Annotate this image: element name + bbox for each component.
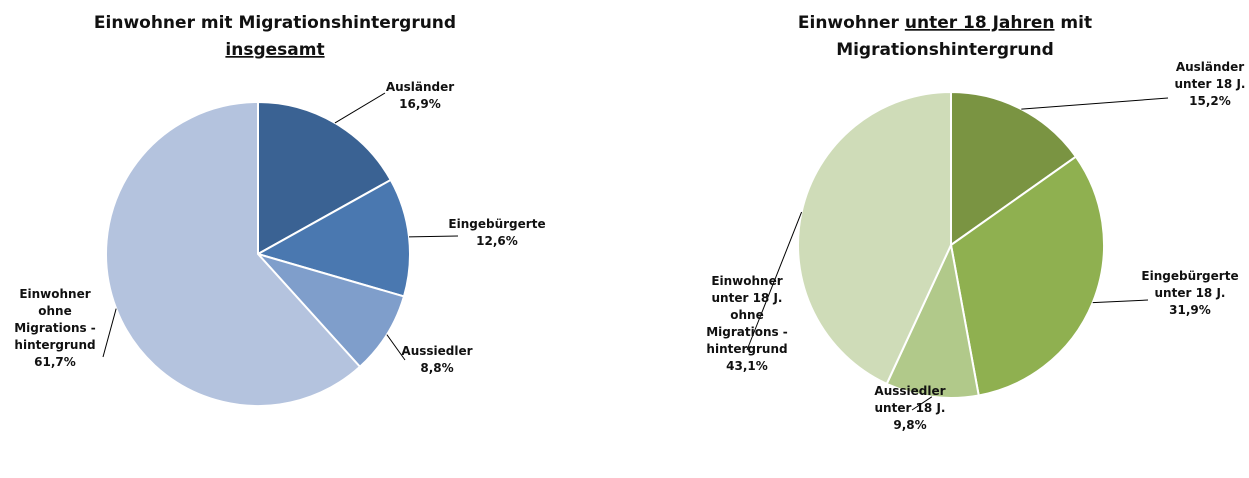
- slice-label: ohne: [730, 308, 763, 322]
- title-part: Einwohner: [798, 13, 905, 33]
- chart-title: Einwohner unter 18 Jahren mit: [798, 13, 1092, 33]
- leader-line: [386, 334, 406, 361]
- slice-label: unter 18 J.: [712, 291, 783, 305]
- leader-line: [1092, 299, 1149, 304]
- leader-line: [334, 92, 386, 124]
- leader-line: [1021, 97, 1169, 110]
- slice-label: Ausländer: [1176, 60, 1244, 74]
- slice-label: Aussiedler: [874, 384, 945, 398]
- slice-label: hintergrund: [706, 342, 787, 356]
- leader-line: [102, 308, 117, 358]
- value-label: 16,9%: [399, 97, 441, 111]
- slice-label: hintergrund: [14, 338, 95, 352]
- pie-slice: [254, 252, 406, 369]
- slice-label: Eingebürgerte: [1141, 269, 1238, 283]
- leader-line: [409, 235, 459, 238]
- leader-line: [911, 396, 933, 411]
- value-label: 12,6%: [476, 234, 518, 248]
- chart-title: insgesamt: [225, 40, 324, 60]
- slice-label: Migrations -: [706, 325, 788, 339]
- slice-label: Eingebürgerte: [448, 217, 545, 231]
- value-label: 9,8%: [893, 418, 926, 432]
- slice-label: ohne: [38, 304, 71, 318]
- value-label: 43,1%: [726, 359, 768, 373]
- title-part: mit: [1055, 13, 1093, 33]
- slice-label: Migrations -: [14, 321, 96, 335]
- value-label: 15,2%: [1189, 94, 1231, 108]
- pie-slice: [105, 100, 362, 407]
- value-label: 8,8%: [420, 361, 453, 375]
- pie-slice: [950, 90, 1078, 247]
- title-part: insgesamt: [225, 40, 324, 60]
- title-part: Einwohner mit Migrationshintergrund: [94, 13, 456, 33]
- value-label: 31,9%: [1169, 303, 1211, 317]
- slice-label: Einwohner: [19, 287, 90, 301]
- chart-title: Einwohner mit Migrationshintergrund: [94, 13, 456, 33]
- slice-label: unter 18 J.: [1175, 77, 1246, 91]
- value-label: 61,7%: [34, 355, 76, 369]
- title-part: unter 18 Jahren: [905, 13, 1055, 33]
- slice-label: Ausländer: [386, 80, 454, 94]
- slice-label: Einwohner: [711, 274, 782, 288]
- chart-title: Migrationshintergrund: [836, 40, 1054, 60]
- leader-line: [746, 211, 803, 351]
- slice-label: unter 18 J.: [875, 401, 946, 415]
- title-part: Migrationshintergrund: [836, 40, 1054, 60]
- pie-slice: [797, 90, 952, 386]
- slice-label: Aussiedler: [401, 344, 472, 358]
- slice-label: unter 18 J.: [1155, 286, 1226, 300]
